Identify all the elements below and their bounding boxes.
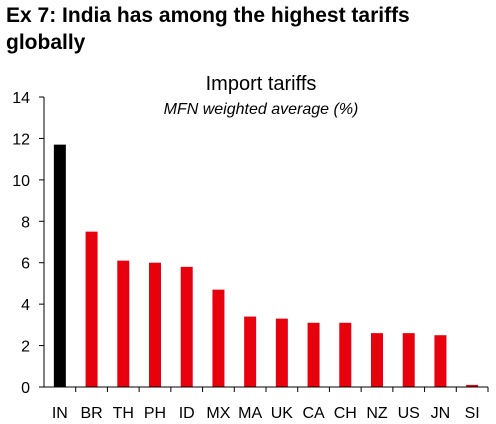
x-tick-label: MX xyxy=(206,405,230,422)
x-tick-label: TH xyxy=(113,405,134,422)
bar-ma xyxy=(244,316,257,387)
x-axis: IN BR TH PH ID MX MA UK CA CH NZ US JN SI xyxy=(44,386,489,422)
bar-nz xyxy=(371,333,383,387)
x-tick-label: SI xyxy=(465,405,480,422)
x-tick-label: JN xyxy=(431,405,451,422)
x-tick-label: BR xyxy=(80,405,102,422)
y-tick-label: 12 xyxy=(12,131,30,148)
y-tick-label: 10 xyxy=(12,173,30,190)
bar-br xyxy=(85,231,98,387)
bar-ch xyxy=(339,322,352,387)
y-tick-label: 2 xyxy=(21,339,30,356)
figure-title: Ex 7: India has among the highest tariff… xyxy=(6,4,410,54)
x-tick-label: MA xyxy=(238,405,262,422)
y-tick-label: 0 xyxy=(21,380,30,397)
y-axis: 0 2 4 6 8 10 12 14 xyxy=(12,90,45,397)
bar-si xyxy=(466,384,479,387)
x-tick-label: US xyxy=(398,405,420,422)
bar-us xyxy=(402,333,415,387)
bars xyxy=(53,144,479,387)
bar-ca xyxy=(307,322,320,387)
x-tick-label: PH xyxy=(144,405,166,422)
bar-id xyxy=(180,266,193,387)
bar-mx xyxy=(212,289,225,387)
chart-title: Import tariffs xyxy=(206,73,317,95)
bar-in xyxy=(53,144,66,387)
y-tick-label: 14 xyxy=(12,90,30,107)
x-tick-label: CH xyxy=(334,405,357,422)
x-tick-label: NZ xyxy=(366,405,388,422)
x-tick-label: CA xyxy=(302,405,325,422)
x-tick-label: IN xyxy=(52,405,68,422)
y-tick-label: 8 xyxy=(21,214,30,231)
chart-subtitle: MFN weighted average (%) xyxy=(164,101,359,118)
bar-ph xyxy=(149,262,161,387)
x-tick-label: ID xyxy=(179,405,195,422)
y-tick-label: 4 xyxy=(21,297,30,314)
bar-uk xyxy=(275,318,288,387)
y-tick-label: 6 xyxy=(21,256,30,273)
x-tick-label: UK xyxy=(271,405,294,422)
bar-jn xyxy=(434,335,447,387)
bar-th xyxy=(117,260,130,387)
